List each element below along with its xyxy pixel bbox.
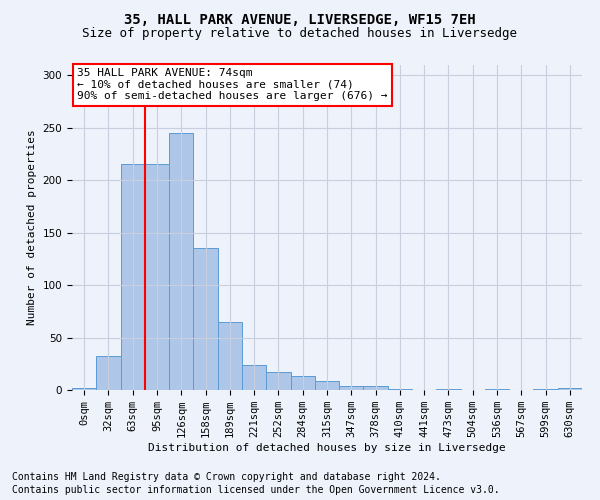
Bar xyxy=(145,164,169,390)
X-axis label: Distribution of detached houses by size in Liversedge: Distribution of detached houses by size … xyxy=(148,443,506,453)
Bar xyxy=(96,356,121,390)
Text: Contains public sector information licensed under the Open Government Licence v3: Contains public sector information licen… xyxy=(12,485,500,495)
Bar xyxy=(290,376,315,390)
Bar xyxy=(218,322,242,390)
Text: 35 HALL PARK AVENUE: 74sqm
← 10% of detached houses are smaller (74)
90% of semi: 35 HALL PARK AVENUE: 74sqm ← 10% of deta… xyxy=(77,68,388,102)
Bar xyxy=(242,365,266,390)
Bar xyxy=(364,386,388,390)
Bar xyxy=(533,389,558,390)
Bar xyxy=(339,386,364,390)
Bar xyxy=(121,164,145,390)
Bar xyxy=(266,372,290,390)
Bar xyxy=(485,389,509,390)
Text: Size of property relative to detached houses in Liversedge: Size of property relative to detached ho… xyxy=(83,28,517,40)
Bar xyxy=(193,248,218,390)
Bar xyxy=(169,133,193,390)
Y-axis label: Number of detached properties: Number of detached properties xyxy=(27,130,37,326)
Bar xyxy=(436,389,461,390)
Text: 35, HALL PARK AVENUE, LIVERSEDGE, WF15 7EH: 35, HALL PARK AVENUE, LIVERSEDGE, WF15 7… xyxy=(124,12,476,26)
Bar xyxy=(315,380,339,390)
Bar xyxy=(72,388,96,390)
Bar xyxy=(558,388,582,390)
Bar xyxy=(388,389,412,390)
Text: Contains HM Land Registry data © Crown copyright and database right 2024.: Contains HM Land Registry data © Crown c… xyxy=(12,472,441,482)
